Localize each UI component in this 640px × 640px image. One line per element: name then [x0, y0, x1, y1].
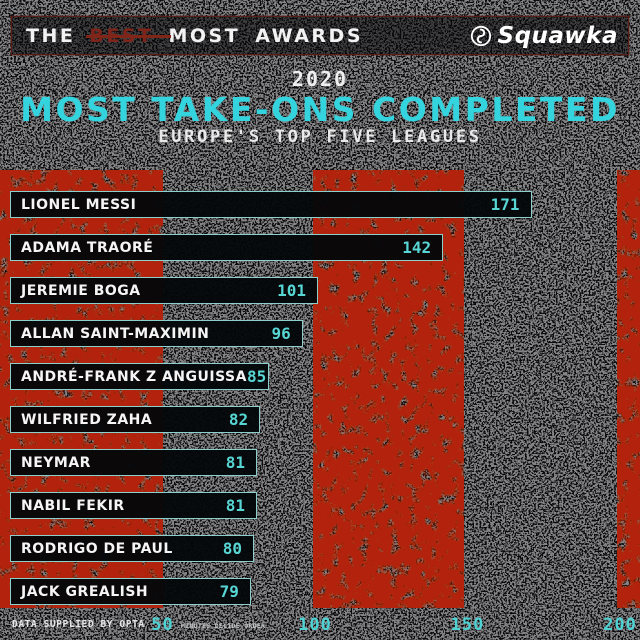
bar-row: ADAMA TRAORÉ 142 — [10, 234, 444, 261]
take-ons-value: 171 — [490, 195, 520, 214]
take-ons-value: 85 — [246, 367, 267, 386]
player-name: LIONEL MESSI — [21, 196, 137, 213]
take-ons-value: 96 — [271, 324, 291, 343]
bar-chart: LIONEL MESSI 171 ADAMA TRAORÉ 142 JEREMI… — [10, 191, 632, 621]
bar-row: JEREMIE BOGA 101 — [10, 277, 319, 304]
take-ons-value: 101 — [277, 281, 307, 300]
player-name: ANDRÉ-FRANK Z ANGUISSA — [21, 368, 247, 385]
header-title-prefix: THE — [26, 24, 76, 47]
player-name: NABIL FEKIR — [21, 497, 125, 514]
take-ons-value: 142 — [402, 238, 432, 257]
x-axis-tick: 100 — [298, 615, 332, 635]
chart-title: MOST TAKE-ONS COMPLETED — [20, 90, 620, 129]
header-bar: THE BEST MOST AWARDS Squawka — [11, 16, 629, 55]
year-label: 2020 — [291, 67, 349, 91]
player-name: NEYMAR — [21, 454, 91, 471]
squawka-logo: Squawka — [470, 23, 619, 49]
bar-row: JACK GREALISH 79 — [10, 578, 251, 605]
bar-row: ALLAN SAINT-MAXIMIN 96 — [10, 320, 303, 347]
data-source-note: DATA SUPPLIED BY OPTA — [12, 619, 145, 630]
take-ons-value: 81 — [225, 496, 246, 515]
bar-row: LIONEL MESSI 171 — [10, 191, 532, 218]
take-ons-value: 82 — [228, 410, 249, 429]
player-name: JEREMIE BOGA — [21, 282, 141, 299]
take-ons-value: 81 — [225, 453, 246, 472]
take-ons-value: 80 — [222, 539, 242, 558]
bar-row: NABIL FEKIR 81 — [10, 492, 258, 519]
header-title: THE BEST MOST AWARDS — [26, 25, 363, 47]
header-struck-word: BEST — [89, 24, 154, 47]
player-name: WILFRIED ZAHA — [21, 411, 153, 428]
bar-row: ANDRÉ-FRANK Z ANGUISSA 85 — [10, 363, 270, 390]
tiebreak-note: MINUTES DECIDE ORDER — [181, 622, 266, 630]
x-axis: DATA SUPPLIED BY OPTA MINUTES DECIDE ORD… — [0, 613, 640, 637]
x-axis-tick: 150 — [450, 615, 485, 635]
bar-row: WILFRIED ZAHA 82 — [10, 406, 261, 433]
bar-row: RODRIGO DE PAUL 80 — [10, 535, 254, 562]
x-axis-ticks: 50 100 150 200 — [10, 613, 636, 637]
squawka-wordmark: Squawka — [497, 22, 618, 49]
squawka-bird-icon — [470, 25, 491, 46]
x-axis-tick: 50 — [151, 615, 174, 635]
player-name: RODRIGO DE PAUL — [21, 540, 173, 557]
player-name: ALLAN SAINT-MAXIMIN — [21, 325, 210, 342]
player-name: ADAMA TRAORÉ — [21, 239, 154, 256]
take-ons-value: 79 — [219, 582, 239, 601]
x-axis-tick: 200 — [603, 615, 637, 635]
chart-subtitle: EUROPE'S TOP FIVE LEAGUES — [158, 127, 482, 147]
header-title-suffix: MOST AWARDS — [168, 24, 364, 47]
player-name: JACK GREALISH — [21, 583, 149, 600]
bar-row: NEYMAR 81 — [10, 449, 258, 476]
